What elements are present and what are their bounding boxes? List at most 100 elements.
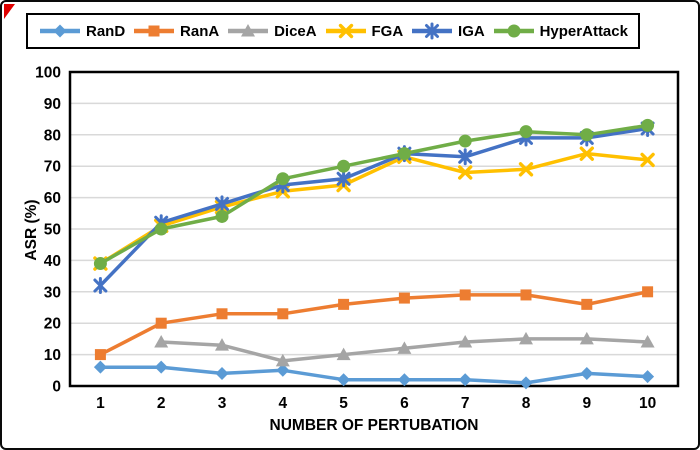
diamond-marker-icon [215, 366, 229, 380]
y-tick-label: 10 [44, 347, 61, 364]
y-axis-title: ASR (%) [23, 199, 40, 261]
legend-label: FGA [371, 22, 404, 40]
triangle-marker-icon [154, 335, 169, 348]
circle-marker-icon [215, 209, 229, 223]
diamond-marker-icon [580, 366, 594, 380]
circle-marker-icon [397, 147, 411, 161]
x-marker-icon [338, 23, 353, 39]
series-markers-DiceA [154, 331, 655, 367]
x-marker-icon [579, 146, 594, 161]
series-line-IGA [98, 126, 650, 288]
y-tick-label: 0 [52, 379, 61, 396]
x-tick-label: 5 [339, 395, 348, 412]
legend: RanD RanA DiceA FGA IGA HyperAttack [26, 13, 640, 49]
series-line-FGA [98, 151, 650, 266]
diamond-marker-icon [154, 360, 168, 374]
legend-marker-diamond [40, 24, 80, 38]
legend-label: RanA [180, 22, 220, 40]
circle-marker-icon [507, 24, 521, 38]
x-tick-label: 10 [639, 395, 656, 412]
legend-marker-asterisk [412, 22, 453, 40]
legend-marker-x [325, 23, 366, 39]
circle-marker-icon [337, 159, 351, 173]
circle-marker-icon [580, 128, 594, 142]
series-line-RanA [98, 290, 650, 357]
x-marker-icon [458, 165, 473, 180]
legend-item-IGA: IGA [410, 22, 485, 40]
series-markers-RanD [93, 360, 655, 390]
triangle-marker-icon [640, 335, 655, 348]
square-marker-icon [581, 298, 593, 310]
x-marker-icon [640, 152, 655, 168]
square-marker-icon [642, 286, 654, 298]
diamond-marker-icon [276, 363, 290, 377]
y-tick-label: 50 [44, 222, 61, 239]
square-marker-icon [520, 289, 532, 301]
circle-marker-icon [93, 257, 107, 271]
y-tick-label: 90 [44, 96, 61, 113]
x-tick-label: 2 [157, 395, 166, 412]
plot-border [68, 70, 680, 388]
square-marker-icon [94, 349, 106, 361]
triangle-marker-icon [336, 347, 351, 361]
y-tick-label: 60 [44, 190, 61, 207]
legend-item-HyperAttack: HyperAttack [492, 22, 628, 40]
x-tick-label: 6 [400, 395, 409, 412]
square-marker-icon [277, 308, 289, 320]
x-tick-label: 1 [96, 395, 105, 412]
legend-marker-square [134, 25, 175, 37]
x-tick-label: 4 [278, 395, 287, 412]
x-tick-label: 3 [218, 395, 227, 412]
square-marker-icon [398, 292, 410, 304]
diamond-marker-icon [93, 360, 107, 374]
legend-item-DiceA: DiceA [226, 22, 317, 40]
x-tick-label: 9 [582, 395, 591, 412]
y-tick-label: 40 [44, 253, 61, 270]
diamond-marker-icon [519, 376, 533, 390]
legend-label: RanD [86, 22, 126, 40]
legend-label: HyperAttack [539, 22, 628, 40]
y-tick-label: 100 [35, 65, 61, 82]
x-tick-label: 8 [522, 395, 531, 412]
square-marker-icon [155, 317, 167, 329]
legend-label: DiceA [274, 22, 317, 40]
x-marker-icon [518, 162, 534, 177]
square-marker-icon [338, 298, 350, 310]
y-tick-label: 80 [44, 127, 61, 144]
series-markers-RanA [94, 286, 654, 361]
legend-marker-circle [493, 24, 534, 38]
asterisk-marker-icon [215, 195, 229, 213]
legend-item-RanD: RanD [38, 22, 125, 40]
triangle-marker-icon [241, 24, 256, 37]
triangle-marker-icon [397, 341, 412, 354]
triangle-marker-icon [579, 331, 594, 345]
triangle-marker-icon [519, 331, 533, 345]
diamond-marker-icon [53, 24, 67, 38]
triangle-marker-icon [458, 335, 473, 348]
series-line-RanD [98, 365, 650, 385]
square-marker-icon [459, 289, 471, 301]
legend-item-FGA: FGA [324, 22, 404, 40]
x-tick-label: 7 [461, 395, 470, 412]
circle-marker-icon [458, 134, 472, 148]
diamond-marker-icon [458, 373, 472, 387]
asterisk-marker-icon [425, 22, 440, 40]
asterisk-marker-icon [458, 148, 473, 166]
square-marker-icon [148, 25, 160, 37]
square-marker-icon [216, 308, 228, 320]
y-tick-label: 70 [44, 159, 61, 176]
series-line-HyperAttack [98, 123, 650, 266]
corner-marker [4, 4, 15, 19]
triangle-marker-icon [275, 353, 290, 367]
circle-marker-icon [276, 172, 290, 186]
diamond-marker-icon [641, 370, 655, 384]
diamond-marker-icon [337, 373, 351, 387]
diamond-marker-icon [397, 373, 411, 387]
y-tick-label: 30 [44, 284, 61, 301]
triangle-marker-icon [215, 338, 229, 351]
circle-marker-icon [519, 125, 533, 139]
series-markers-IGA [93, 120, 655, 295]
circle-marker-icon [641, 118, 655, 132]
